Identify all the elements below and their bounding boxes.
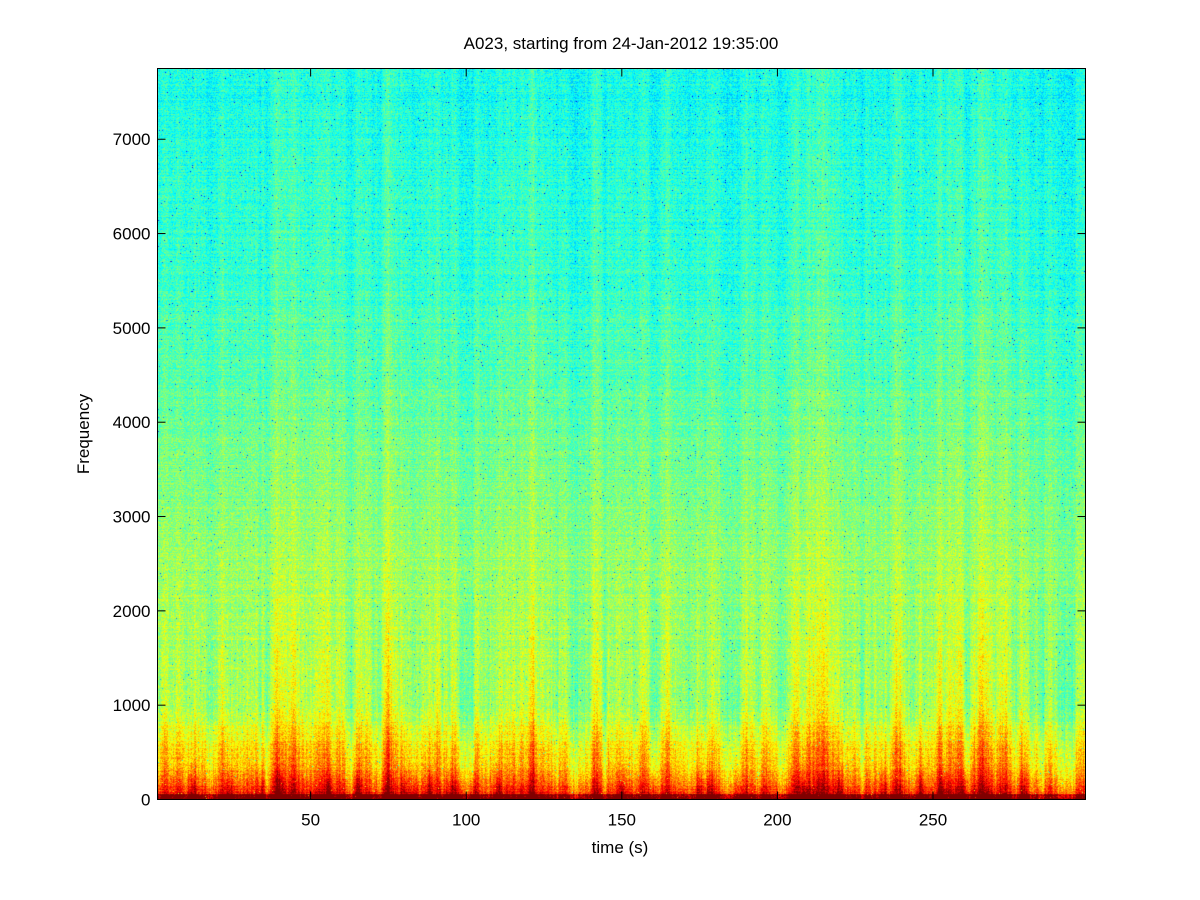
chart-title: A023, starting from 24-Jan-2012 19:35:00 xyxy=(464,34,779,53)
y-tick-label: 1000 xyxy=(113,696,151,715)
axes-frame xyxy=(157,68,1086,800)
spectrogram-plot-area xyxy=(157,68,1086,800)
x-tick-label: 50 xyxy=(301,811,320,830)
x-tick-label: 100 xyxy=(452,811,480,830)
y-tick-label: 7000 xyxy=(113,130,151,149)
y-tick-label: 5000 xyxy=(113,319,151,338)
x-tick-label: 150 xyxy=(608,811,636,830)
x-tick-label: 250 xyxy=(919,811,947,830)
x-axis-label: time (s) xyxy=(592,838,649,857)
y-tick-label: 3000 xyxy=(113,508,151,527)
y-axis-ticks: 0 1000 2000 3000 4000 5000 6000 7000 xyxy=(113,130,1086,810)
x-axis-ticks: 50 100 150 200 250 xyxy=(301,68,947,830)
y-tick-label: 6000 xyxy=(113,225,151,244)
y-tick-label: 2000 xyxy=(113,602,151,621)
y-axis-label: Frequency xyxy=(74,393,93,474)
y-tick-label: 4000 xyxy=(113,413,151,432)
y-tick-label: 0 xyxy=(141,791,150,810)
spectrogram-heatmap xyxy=(157,68,1086,800)
x-tick-label: 200 xyxy=(763,811,791,830)
